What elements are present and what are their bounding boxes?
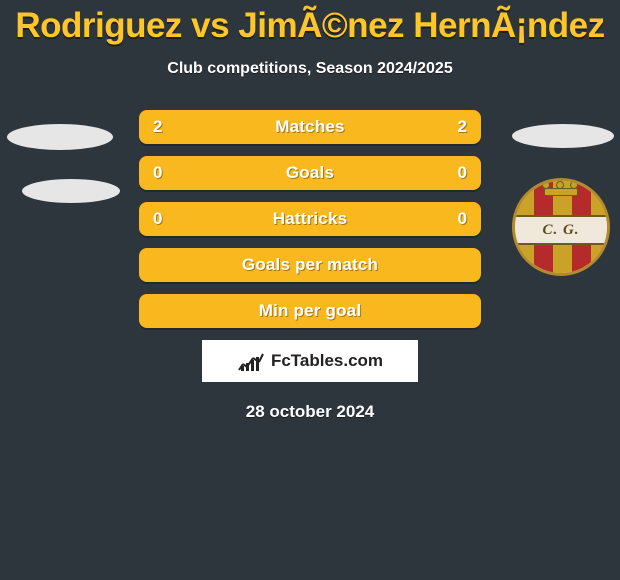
brand-box[interactable]: FcTables.com <box>202 340 418 382</box>
stat-row-hattricks: 0 Hattricks 0 <box>139 202 481 236</box>
bars-icon <box>237 350 265 372</box>
stat-label: Goals <box>286 163 334 183</box>
stat-label: Min per goal <box>259 301 362 321</box>
subtitle: Club competitions, Season 2024/2025 <box>0 60 620 78</box>
footer-date: 28 october 2024 <box>0 402 620 422</box>
stat-row-goals: 0 Goals 0 <box>139 156 481 190</box>
crest-initials: C. G. <box>542 222 579 239</box>
stat-row-matches: 2 Matches 2 <box>139 110 481 144</box>
stat-label: Goals per match <box>242 255 378 275</box>
club-crest: C. G. <box>512 178 610 276</box>
stat-left-value: 0 <box>153 163 162 183</box>
stat-right-value: 0 <box>458 209 467 229</box>
stat-left-value: 0 <box>153 209 162 229</box>
stat-row-goals-per-match: Goals per match <box>139 248 481 282</box>
stat-label: Matches <box>275 117 344 137</box>
player-left-badge-placeholder-2 <box>22 179 120 203</box>
player-right-badge-placeholder <box>512 124 614 148</box>
stat-row-min-per-goal: Min per goal <box>139 294 481 328</box>
stat-left-value: 2 <box>153 117 162 137</box>
stat-right-value: 2 <box>458 117 467 137</box>
stat-label: Hattricks <box>273 209 348 229</box>
stat-right-value: 0 <box>458 163 467 183</box>
page-title: Rodriguez vs JimÃ©nez HernÃ¡ndez <box>0 0 620 46</box>
player-left-badge-placeholder-1 <box>7 124 113 150</box>
brand-name: FcTables.com <box>271 351 383 371</box>
crown-icon <box>540 178 582 196</box>
